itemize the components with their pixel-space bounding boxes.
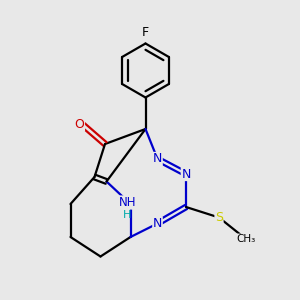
Text: O: O xyxy=(75,118,84,131)
Text: N: N xyxy=(153,217,162,230)
Text: NH: NH xyxy=(119,196,136,209)
Text: CH₃: CH₃ xyxy=(236,234,256,244)
Text: F: F xyxy=(142,26,149,39)
Text: S: S xyxy=(215,211,223,224)
Text: N: N xyxy=(153,152,162,166)
Text: H: H xyxy=(123,210,132,220)
Text: N: N xyxy=(181,167,191,181)
